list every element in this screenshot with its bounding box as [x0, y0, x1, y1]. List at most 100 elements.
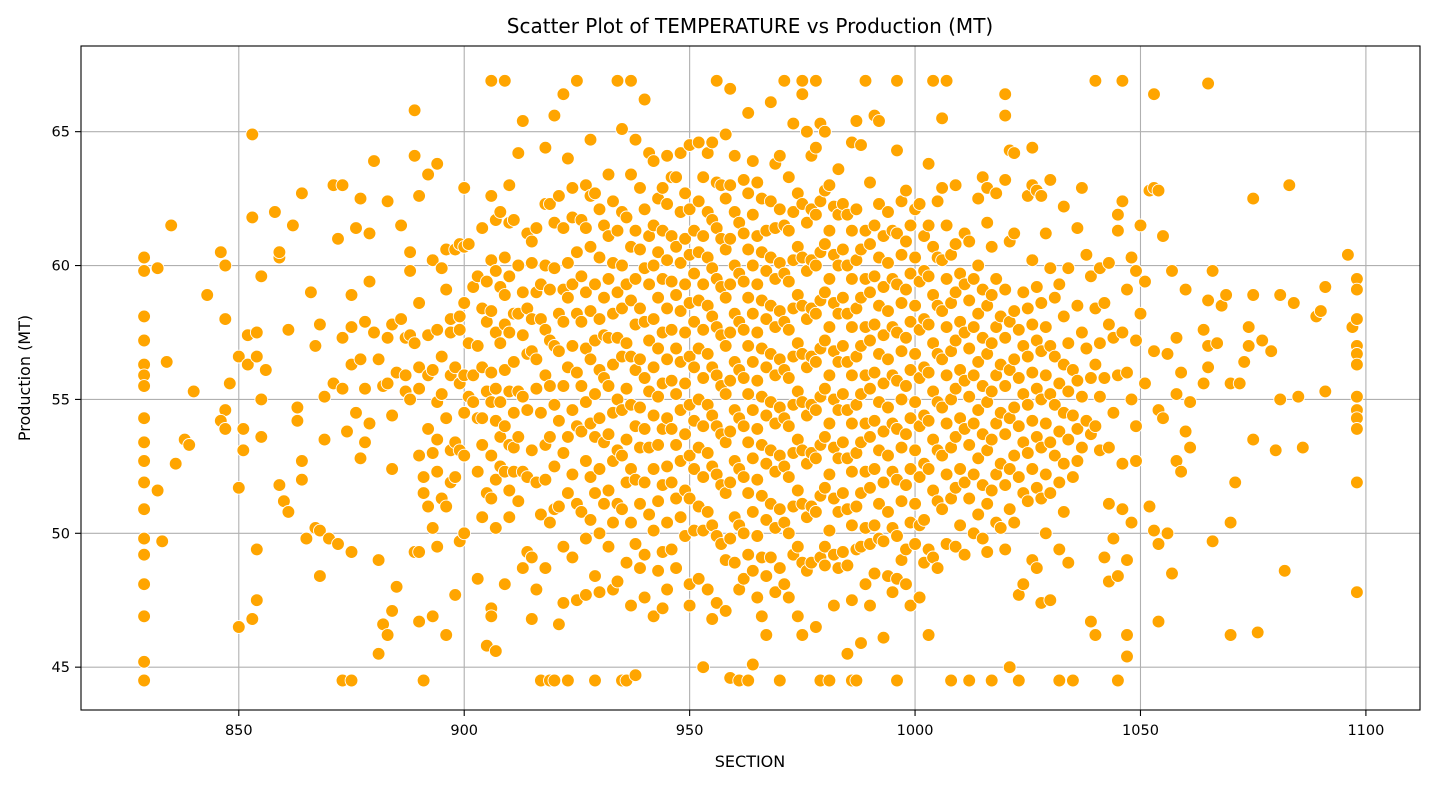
scatter-point [1088, 357, 1103, 372]
scatter-point [610, 223, 625, 238]
scatter-point [1350, 422, 1364, 436]
scatter-point [290, 413, 305, 428]
scatter-point [696, 322, 711, 337]
scatter-point [304, 285, 318, 300]
scatter-point [772, 148, 787, 163]
scatter-point [1052, 277, 1067, 292]
scatter-point [741, 435, 756, 450]
scatter-point [781, 419, 796, 434]
scatter-point [574, 269, 589, 284]
scatter-point [1106, 405, 1121, 420]
scatter-point [845, 272, 859, 286]
scatter-point [741, 547, 756, 562]
scatter-point [1313, 304, 1328, 318]
scatter-point [407, 336, 422, 351]
scatter-point [529, 352, 544, 367]
scatter-point [1120, 628, 1134, 642]
scatter-point [935, 448, 949, 463]
scatter-point [493, 205, 508, 219]
scatter-point [245, 210, 260, 225]
scatter-point [759, 456, 774, 471]
scatter-point [637, 92, 652, 107]
scatter-point [1002, 462, 1017, 476]
scatter-point [745, 306, 760, 321]
scatter-point [795, 87, 810, 102]
scatter-point [268, 205, 282, 219]
scatter-point [1147, 87, 1161, 102]
scatter-point [646, 360, 661, 375]
scatter-point [502, 483, 517, 498]
scatter-point [606, 194, 620, 209]
scatter-point [421, 422, 435, 436]
scatter-point [362, 274, 377, 289]
scatter-point [1124, 515, 1139, 530]
scatter-point [1038, 526, 1053, 541]
scatter-point [673, 510, 688, 525]
y-tick-label: 60 [52, 259, 70, 275]
scatter-point [736, 322, 751, 337]
scatter-point [484, 491, 499, 506]
scatter-point [565, 277, 580, 292]
scatter-point [358, 381, 372, 396]
scatter-point [890, 529, 904, 543]
scatter-point [899, 234, 913, 249]
scatter-point [1097, 371, 1112, 385]
scatter-point [1079, 341, 1094, 356]
scatter-point [295, 454, 309, 468]
scatter-point [353, 191, 368, 206]
scatter-point [759, 264, 774, 278]
scatter-point [723, 81, 738, 96]
scatter-point [570, 245, 584, 260]
scatter-point [556, 596, 571, 610]
scatter-point [398, 368, 413, 383]
scatter-point [249, 542, 264, 557]
scatter-point [1079, 247, 1094, 262]
scatter-point [299, 531, 314, 546]
scatter-point [475, 411, 490, 426]
scatter-point [1020, 301, 1035, 316]
scatter-point [412, 381, 426, 396]
scatter-point [642, 277, 656, 292]
scatter-point [547, 673, 562, 688]
scatter-point [457, 405, 472, 420]
scatter-point [561, 430, 575, 444]
scatter-point [434, 387, 449, 401]
scatter-point [741, 387, 756, 401]
scatter-point [1070, 373, 1085, 388]
scatter-point [867, 566, 882, 581]
scatter-point [696, 371, 711, 385]
scatter-point [696, 277, 711, 292]
scatter-point [1350, 585, 1364, 600]
scatter-point [772, 561, 787, 575]
scatter-point [867, 462, 882, 476]
scatter-point [502, 325, 517, 340]
scatter-point [628, 272, 643, 286]
scatter-point [1007, 226, 1022, 241]
scatter-point [998, 87, 1013, 102]
scatter-point [858, 577, 873, 592]
scatter-point [353, 451, 368, 466]
scatter-point [434, 261, 449, 276]
scatter-point [488, 521, 503, 535]
scatter-point [912, 470, 927, 484]
scatter-point [164, 218, 179, 233]
scatter-point [295, 186, 309, 201]
scatter-point [601, 167, 616, 182]
scatter-point [601, 483, 616, 498]
scatter-point [1020, 397, 1035, 412]
scatter-point [286, 218, 300, 233]
scatter-point [687, 314, 701, 329]
scatter-point [939, 218, 954, 233]
scatter-point [966, 467, 981, 482]
scatter-point [272, 245, 287, 260]
scatter-point [651, 563, 665, 578]
scatter-point [349, 405, 363, 420]
scatter-point [543, 515, 557, 530]
scatter-point [249, 349, 264, 364]
scatter-point [881, 256, 895, 270]
scatter-point [745, 451, 760, 466]
scatter-point [317, 432, 332, 447]
scatter-point [556, 446, 571, 460]
scatter-point [691, 571, 706, 586]
scatter-point [245, 612, 260, 626]
